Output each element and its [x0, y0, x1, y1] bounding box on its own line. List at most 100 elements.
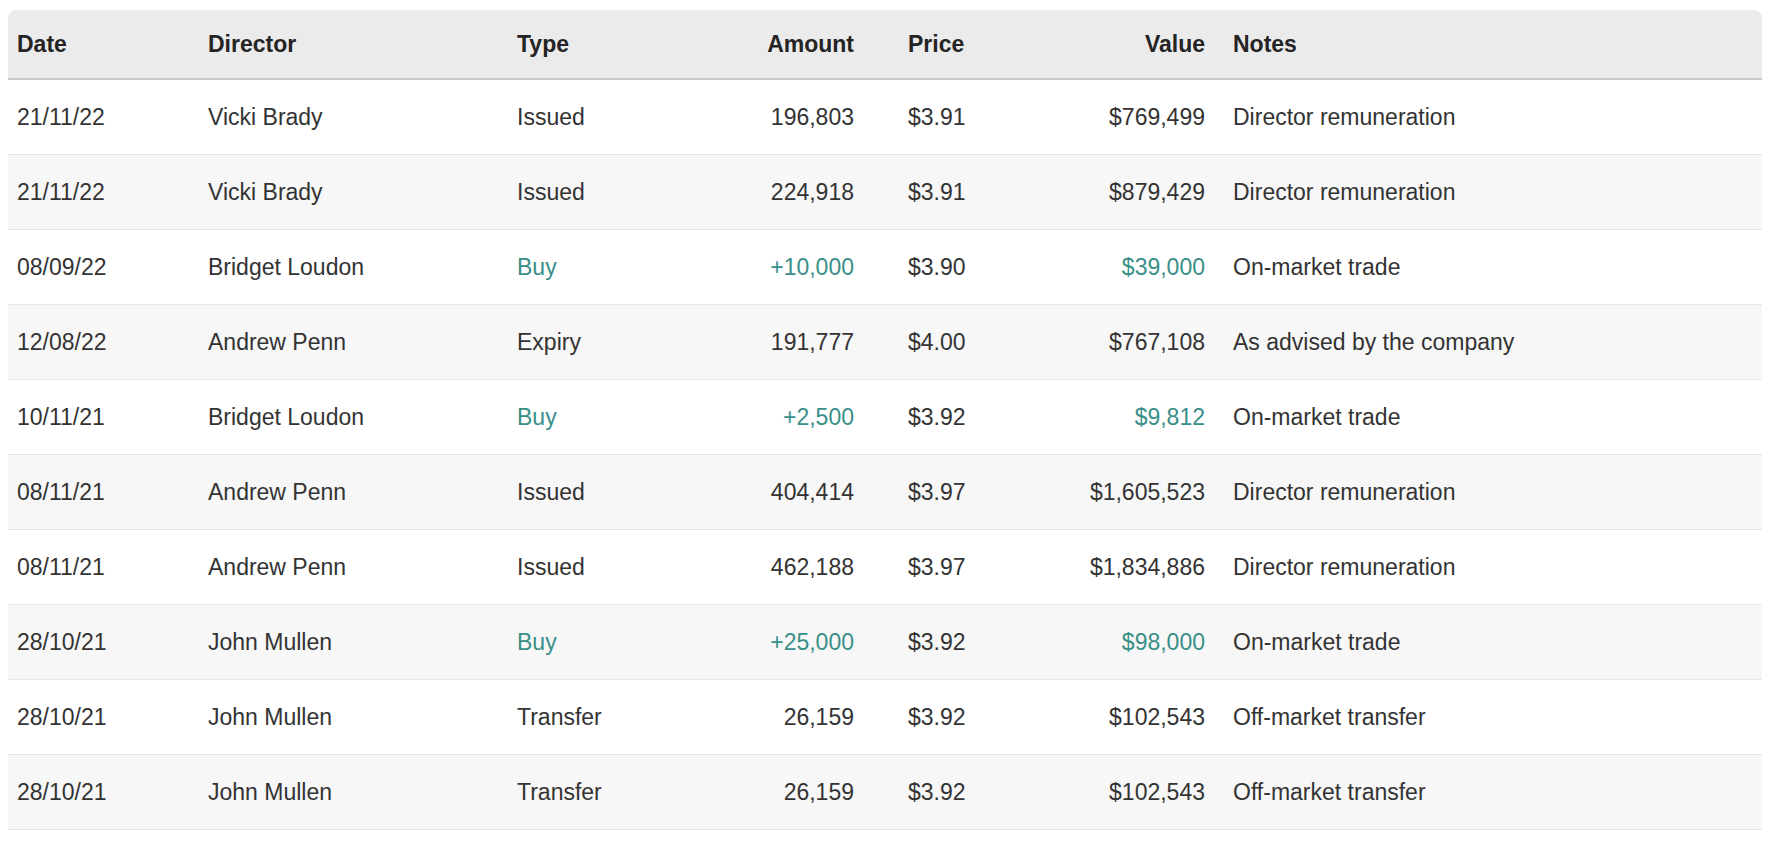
table-row: 21/11/22Vicki BradyIssued196,803$3.91$76… [8, 80, 1762, 155]
cell-date: 12/08/22 [8, 305, 208, 380]
cell-value: $102,543 [974, 755, 1205, 830]
column-header-amount: Amount [697, 10, 854, 80]
table-row: 08/11/21Andrew PennIssued404,414$3.97$1,… [8, 455, 1762, 530]
cell-amount: 191,777 [697, 305, 854, 380]
cell-notes: Director remuneration [1205, 80, 1762, 155]
cell-type: Transfer [517, 680, 697, 755]
cell-value: $9,812 [974, 380, 1205, 455]
table-row: 21/11/22Vicki BradyIssued224,918$3.91$87… [8, 155, 1762, 230]
cell-value: $98,000 [974, 605, 1205, 680]
cell-type: Issued [517, 80, 697, 155]
cell-director: Vicki Brady [208, 155, 517, 230]
cell-value: $39,000 [974, 230, 1205, 305]
filler-cell [697, 830, 854, 842]
cell-amount: 462,188 [697, 530, 854, 605]
cell-amount: 224,918 [697, 155, 854, 230]
cell-date: 10/11/21 [8, 380, 208, 455]
cell-director: John Mullen [208, 680, 517, 755]
cell-amount: 404,414 [697, 455, 854, 530]
table-row: 28/10/21John MullenTransfer26,159$3.92$1… [8, 680, 1762, 755]
cell-price: $4.00 [854, 305, 974, 380]
cell-type: Buy [517, 230, 697, 305]
table-header: DateDirectorTypeAmountPriceValueNotes [8, 10, 1762, 80]
cell-date: 08/09/22 [8, 230, 208, 305]
cell-value: $1,605,523 [974, 455, 1205, 530]
filler-cell [854, 830, 974, 842]
cell-director: Andrew Penn [208, 530, 517, 605]
cell-type: Buy [517, 380, 697, 455]
column-header-date: Date [8, 10, 208, 80]
cell-notes: Director remuneration [1205, 155, 1762, 230]
cell-value: $879,429 [974, 155, 1205, 230]
cell-amount: +25,000 [697, 605, 854, 680]
column-header-notes: Notes [1205, 10, 1762, 80]
cell-director: Andrew Penn [208, 305, 517, 380]
cell-notes: On-market trade [1205, 230, 1762, 305]
cell-notes: Off-market transfer [1205, 680, 1762, 755]
table-row: 08/11/21Andrew PennIssued462,188$3.97$1,… [8, 530, 1762, 605]
cell-type: Issued [517, 455, 697, 530]
cell-amount: +10,000 [697, 230, 854, 305]
cell-amount: 26,159 [697, 755, 854, 830]
table-row: 08/09/22Bridget LoudonBuy+10,000$3.90$39… [8, 230, 1762, 305]
filler-cell [8, 830, 208, 842]
cell-director: Andrew Penn [208, 455, 517, 530]
cell-type: Expiry [517, 305, 697, 380]
table-row: 12/08/22Andrew PennExpiry191,777$4.00$76… [8, 305, 1762, 380]
cell-date: 21/11/22 [8, 155, 208, 230]
cell-notes: Director remuneration [1205, 530, 1762, 605]
filler-cell [1205, 830, 1762, 842]
cell-notes: On-market trade [1205, 380, 1762, 455]
cell-amount: 196,803 [697, 80, 854, 155]
page-viewport: DateDirectorTypeAmountPriceValueNotes 21… [0, 0, 1768, 842]
cell-value: $767,108 [974, 305, 1205, 380]
cell-director: Bridget Loudon [208, 230, 517, 305]
cell-notes: On-market trade [1205, 605, 1762, 680]
cell-notes: Director remuneration [1205, 455, 1762, 530]
cell-price: $3.97 [854, 455, 974, 530]
filler-cell [974, 830, 1205, 842]
cell-date: 08/11/21 [8, 530, 208, 605]
cell-price: $3.91 [854, 80, 974, 155]
cell-price: $3.92 [854, 755, 974, 830]
cell-value: $102,543 [974, 680, 1205, 755]
table-row: 28/10/21John MullenBuy+25,000$3.92$98,00… [8, 605, 1762, 680]
table-body: 21/11/22Vicki BradyIssued196,803$3.91$76… [8, 80, 1762, 842]
cell-type: Transfer [517, 755, 697, 830]
director-transactions-table: DateDirectorTypeAmountPriceValueNotes 21… [8, 10, 1762, 842]
cell-director: John Mullen [208, 605, 517, 680]
column-header-value: Value [974, 10, 1205, 80]
cell-price: $3.92 [854, 680, 974, 755]
cell-amount: 26,159 [697, 680, 854, 755]
header-row: DateDirectorTypeAmountPriceValueNotes [8, 10, 1762, 80]
cell-date: 21/11/22 [8, 80, 208, 155]
transactions-table-container: DateDirectorTypeAmountPriceValueNotes 21… [8, 10, 1762, 842]
filler-cell [208, 830, 517, 842]
cell-value: $1,834,886 [974, 530, 1205, 605]
cell-director: Bridget Loudon [208, 380, 517, 455]
cell-type: Buy [517, 605, 697, 680]
cell-date: 28/10/21 [8, 755, 208, 830]
cell-date: 28/10/21 [8, 605, 208, 680]
filler-cell [517, 830, 697, 842]
column-header-type: Type [517, 10, 697, 80]
table-row: 10/11/21Bridget LoudonBuy+2,500$3.92$9,8… [8, 380, 1762, 455]
cell-price: $3.90 [854, 230, 974, 305]
cell-notes: As advised by the company [1205, 305, 1762, 380]
cell-price: $3.97 [854, 530, 974, 605]
cell-type: Issued [517, 155, 697, 230]
cell-amount: +2,500 [697, 380, 854, 455]
cell-director: John Mullen [208, 755, 517, 830]
cell-price: $3.92 [854, 380, 974, 455]
cell-price: $3.91 [854, 155, 974, 230]
cell-type: Issued [517, 530, 697, 605]
column-header-director: Director [208, 10, 517, 80]
cell-director: Vicki Brady [208, 80, 517, 155]
cell-value: $769,499 [974, 80, 1205, 155]
cell-notes: Off-market transfer [1205, 755, 1762, 830]
cell-price: $3.92 [854, 605, 974, 680]
filler-row [8, 830, 1762, 842]
column-header-price: Price [854, 10, 974, 80]
cell-date: 28/10/21 [8, 680, 208, 755]
cell-date: 08/11/21 [8, 455, 208, 530]
